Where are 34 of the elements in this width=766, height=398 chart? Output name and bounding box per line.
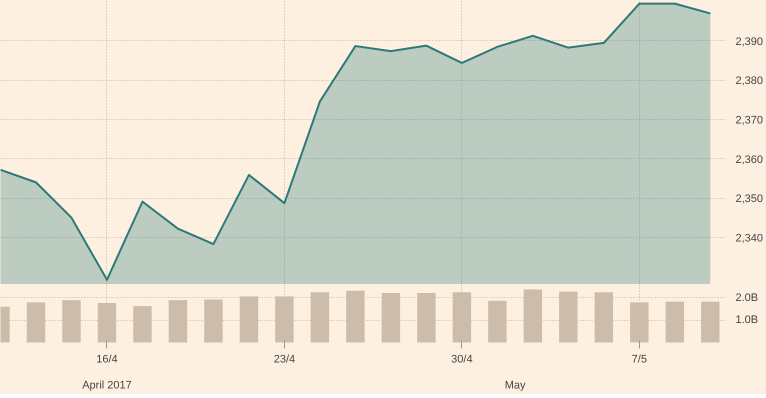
bar — [133, 306, 152, 342]
bar — [346, 290, 365, 342]
text: May — [504, 380, 526, 392]
bar — [524, 289, 542, 342]
y-tick-label: 1.0B — [736, 314, 758, 326]
bar — [204, 299, 223, 342]
x-tick-label: 30/4 — [451, 354, 473, 366]
bar — [382, 292, 400, 342]
bar — [594, 292, 614, 342]
y-tick-label: 2,340 — [736, 232, 764, 244]
bar — [62, 300, 81, 342]
y-tick-label: 2,370 — [736, 114, 764, 127]
text: April 2017 — [82, 380, 132, 392]
bar — [275, 296, 294, 342]
bar — [701, 302, 720, 342]
bar — [98, 303, 116, 342]
bar — [559, 292, 578, 342]
bar — [310, 292, 330, 342]
x-tick-label: 23/4 — [274, 354, 296, 366]
bar — [488, 300, 507, 342]
bar — [26, 302, 46, 342]
bar — [452, 292, 472, 342]
y-tick-label: 2,350 — [736, 193, 764, 206]
y-tick-label: 2,380 — [736, 75, 764, 88]
y-tick-label: 2.0B — [736, 292, 758, 304]
bar — [666, 302, 684, 342]
bar — [240, 296, 258, 342]
bar — [630, 302, 649, 342]
y-tick-label: 2,390 — [736, 36, 764, 48]
y-tick-label: 2,360 — [736, 154, 764, 166]
bar — [417, 292, 436, 342]
x-tick-label: 16/4 — [96, 354, 118, 366]
bar — [168, 300, 188, 342]
x-tick-label: 7/5 — [632, 354, 647, 366]
